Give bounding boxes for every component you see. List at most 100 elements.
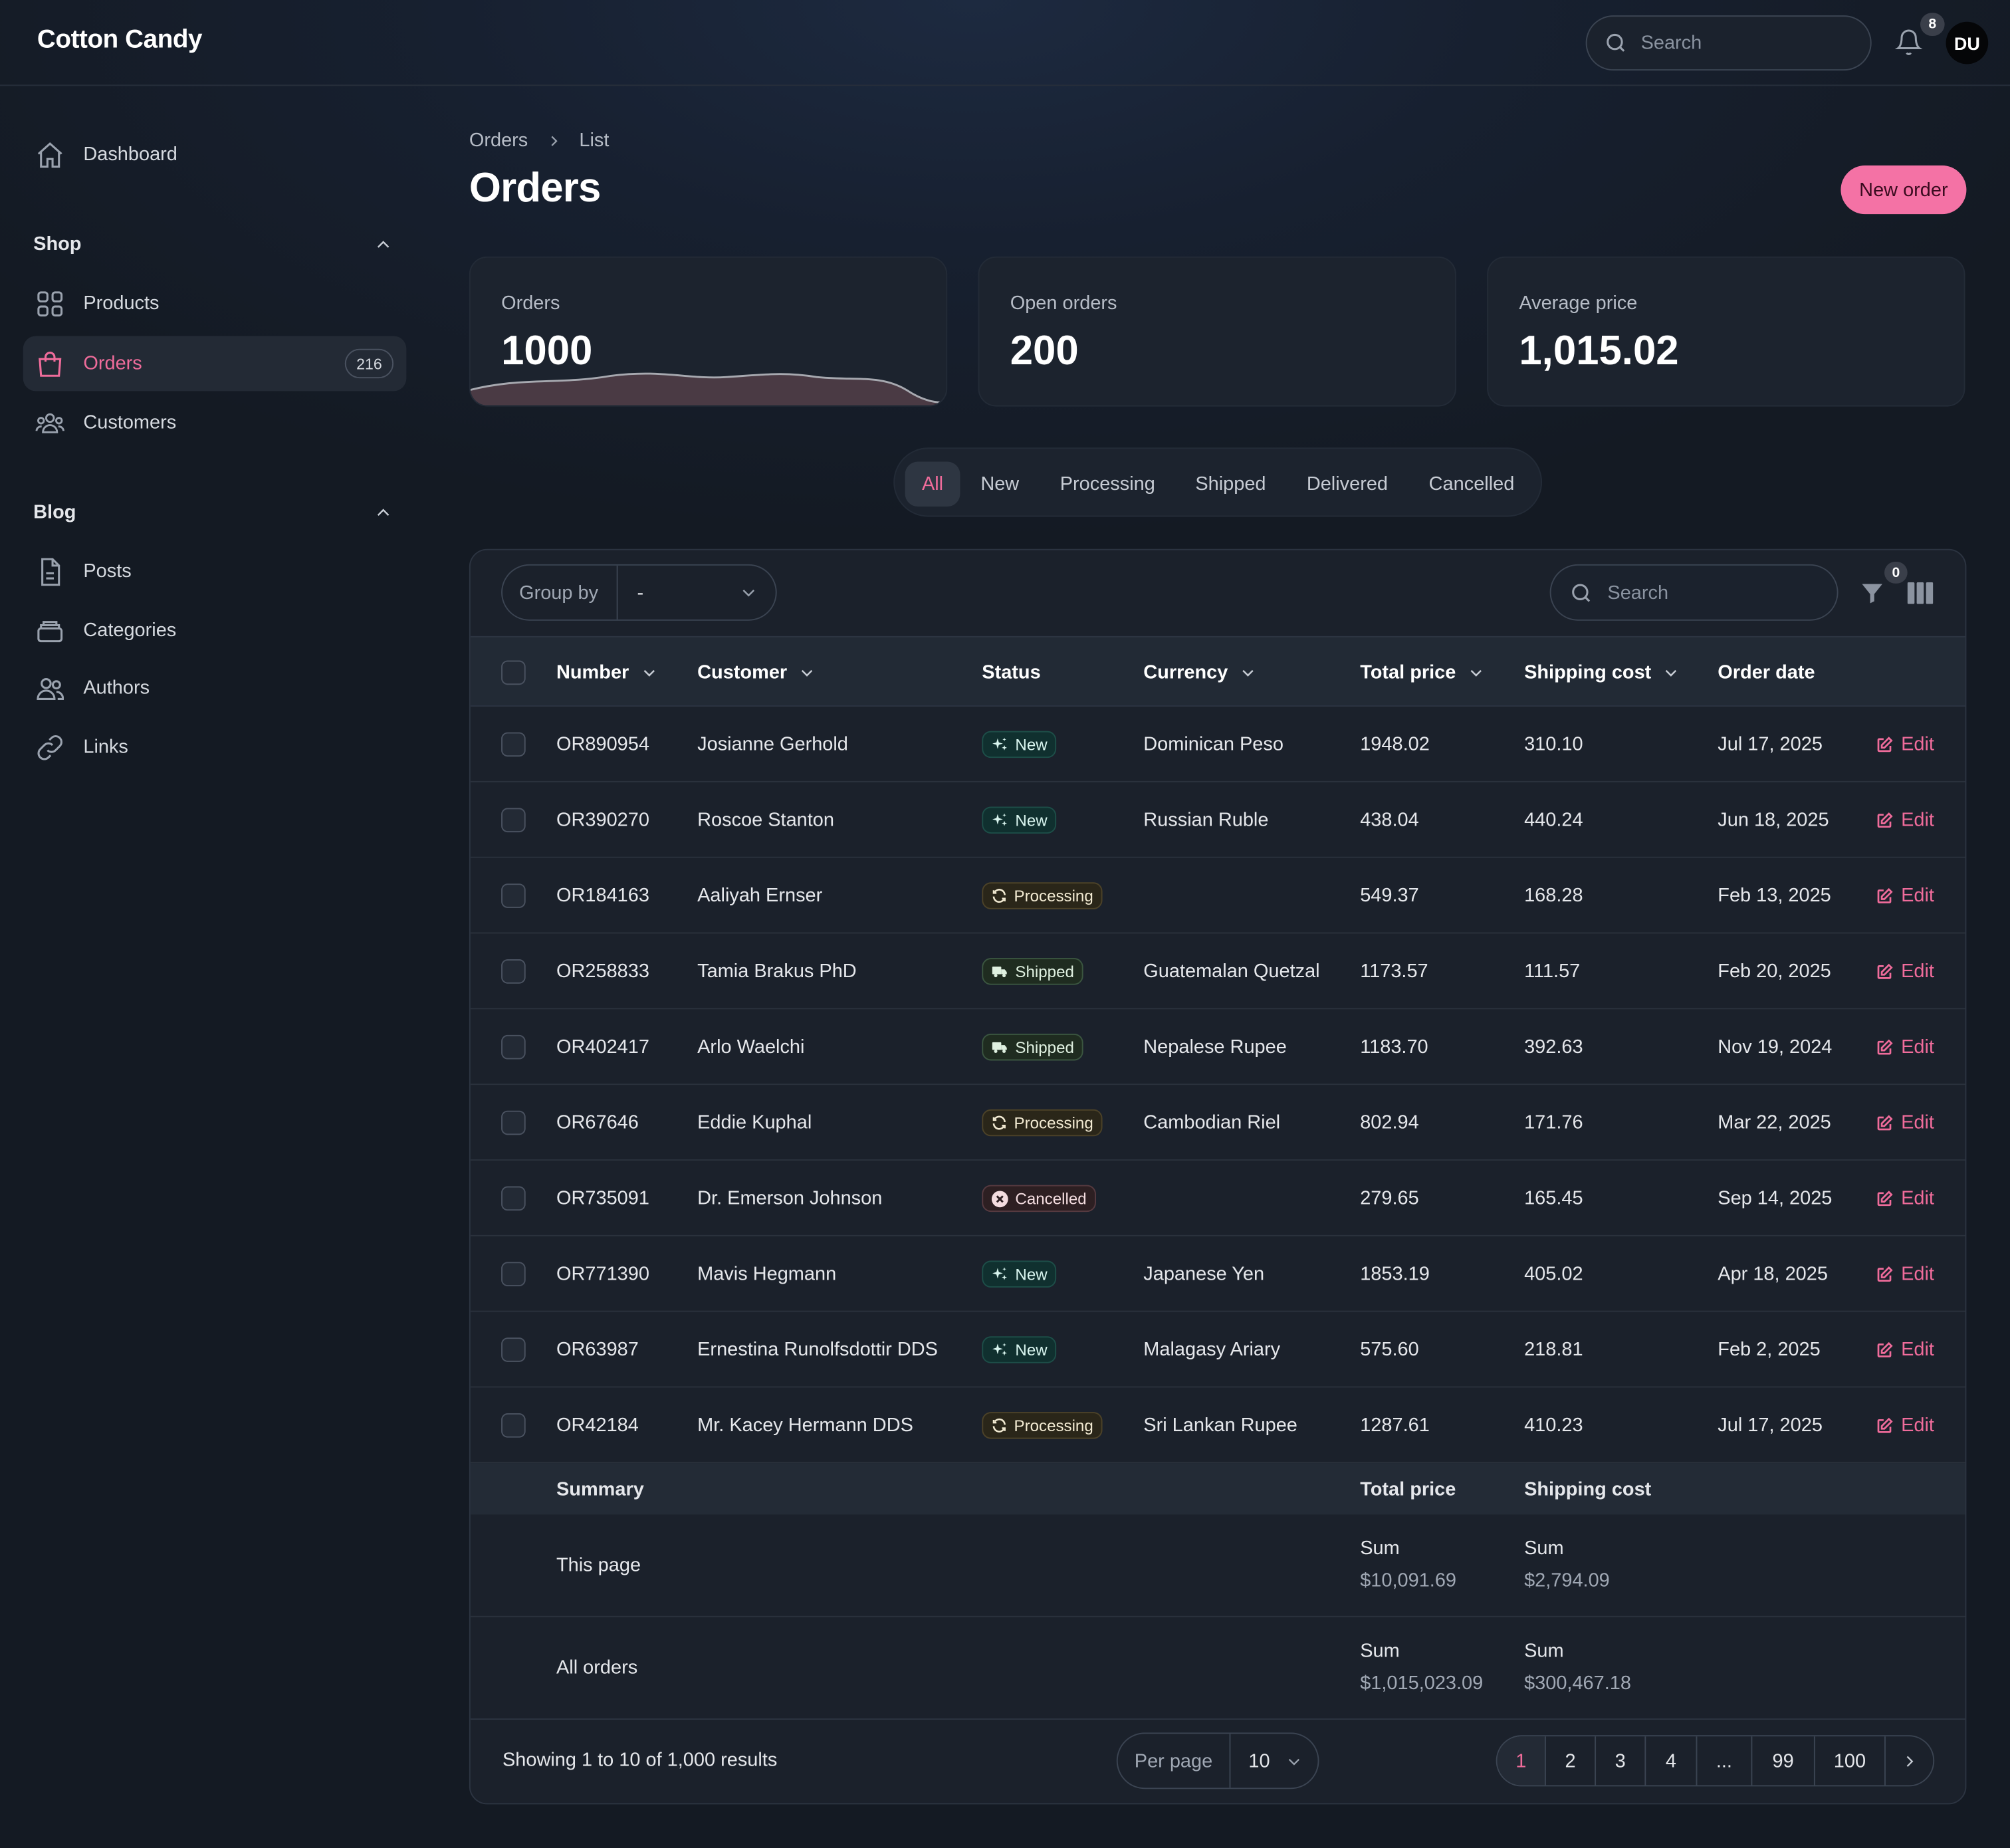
tab-all[interactable]: All	[905, 461, 960, 507]
sidebar-item-orders[interactable]: Orders 216	[23, 336, 407, 392]
edit-button[interactable]: Edit	[1875, 782, 1934, 858]
summary-title: Summary	[556, 1478, 644, 1500]
edit-label: Edit	[1901, 1339, 1934, 1361]
table-row[interactable]: OR890954 Josianne Gerhold New Dominican Pes…	[470, 707, 1965, 782]
filter-icon[interactable]	[1860, 581, 1884, 606]
row-checkbox[interactable]	[501, 1312, 526, 1388]
table-row[interactable]: OR402417 Arlo Waelchi Shipped Nepalese Rupe…	[470, 1009, 1965, 1086]
edit-icon	[1875, 1189, 1893, 1207]
breadcrumb-item-orders[interactable]: Orders	[469, 129, 528, 152]
column-shipping-cost[interactable]: Shipping cost	[1524, 637, 1680, 708]
tab-processing[interactable]: Processing	[1060, 473, 1155, 495]
table-row[interactable]: OR390270 Roscoe Stanton New Russian Ruble 43…	[470, 782, 1965, 858]
customer-name: Aaliyah Ernser	[697, 885, 823, 907]
table-row[interactable]: OR184163 Aaliyah Ernser Processing 549.37 16…	[470, 858, 1965, 934]
currency: Japanese Yen	[1143, 1263, 1265, 1286]
chevron-down-icon	[1285, 1752, 1302, 1769]
group-by-value-wrap[interactable]: -	[618, 582, 776, 604]
columns-icon[interactable]	[1907, 582, 1934, 604]
bell-icon[interactable]	[1894, 28, 1923, 56]
group-by-select[interactable]: Group by -	[501, 564, 777, 621]
edit-button[interactable]: Edit	[1875, 707, 1934, 782]
column-label: Shipping cost	[1524, 661, 1652, 684]
table-row[interactable]: OR258833 Tamia Brakus PhD Shipped Guatemala…	[470, 933, 1965, 1010]
truck-icon	[991, 963, 1009, 980]
tab-delivered[interactable]: Delivered	[1306, 473, 1389, 495]
row-checkbox[interactable]	[501, 707, 526, 782]
search-icon	[1569, 580, 1594, 605]
checkbox-box	[501, 1034, 526, 1060]
currency: Nepalese Rupee	[1143, 1036, 1287, 1058]
row-checkbox[interactable]	[501, 1236, 526, 1312]
table-row[interactable]: OR42184 Mr. Kacey Hermann DDS Processing Sr…	[470, 1387, 1965, 1464]
table-row[interactable]: OR771390 Mavis Hegmann New Japanese Yen 1853…	[470, 1236, 1965, 1312]
currency: Guatemalan Quetzal	[1143, 960, 1320, 982]
page-button[interactable]: 2	[1546, 1736, 1597, 1786]
table-row[interactable]: OR63987 Ernestina Runolfsdottir DDS New Mal…	[470, 1312, 1965, 1388]
page-button[interactable]: 3	[1596, 1736, 1646, 1786]
column-currency[interactable]: Currency	[1143, 637, 1256, 708]
edit-button[interactable]: Edit	[1875, 1236, 1934, 1312]
page-button[interactable]: 4	[1646, 1736, 1698, 1786]
sidebar-group-blog[interactable]: Blog	[33, 501, 392, 523]
row-checkbox[interactable]	[501, 933, 526, 1009]
per-page-select[interactable]: Per page 10	[1116, 1732, 1319, 1790]
sidebar-item-label: Categories	[83, 619, 177, 641]
global-search[interactable]: Search	[1585, 15, 1872, 71]
edit-button[interactable]: Edit	[1875, 1085, 1934, 1161]
sidebar-group-shop[interactable]: Shop	[33, 233, 392, 255]
search-icon	[1604, 31, 1628, 55]
column-number[interactable]: Number	[556, 637, 657, 708]
stat-label: Open orders	[1010, 292, 1117, 314]
edit-button[interactable]: Edit	[1875, 933, 1934, 1009]
sidebar-item-authors[interactable]: Authors	[23, 661, 407, 716]
row-checkbox[interactable]	[501, 1387, 526, 1463]
column-label: Order date	[1718, 661, 1815, 684]
summary-shipping-block: Sum $300,467.18	[1524, 1640, 1631, 1694]
row-checkbox[interactable]	[501, 1085, 526, 1161]
row-checkbox[interactable]	[501, 858, 526, 934]
table-row[interactable]: OR735091 Dr. Emerson Johnson Cancelled 279.…	[470, 1161, 1965, 1236]
user-avatar[interactable]: DU	[1946, 21, 1989, 64]
sidebar-item-posts[interactable]: Posts	[23, 544, 407, 599]
next-page-button[interactable]	[1886, 1736, 1933, 1785]
per-page-value-wrap[interactable]: 10	[1230, 1750, 1317, 1772]
table-search-input[interactable]: Search	[1549, 564, 1839, 621]
column-customer[interactable]: Customer	[697, 637, 815, 708]
order-number: OR42184	[556, 1414, 639, 1437]
shipping-cost: 310.10	[1524, 733, 1583, 756]
page-button[interactable]: 99	[1752, 1736, 1815, 1786]
edit-button[interactable]: Edit	[1875, 1312, 1934, 1388]
table-row[interactable]: OR67646 Eddie Kuphal Processing Cambodian R…	[470, 1085, 1965, 1161]
row-checkbox[interactable]	[501, 1161, 526, 1236]
edit-button[interactable]: Edit	[1875, 1009, 1934, 1085]
tab-shipped[interactable]: Shipped	[1195, 473, 1266, 495]
total-price: 1183.70	[1360, 1036, 1428, 1058]
sidebar-item-label: Authors	[83, 677, 150, 699]
order-number: OR735091	[556, 1187, 649, 1210]
edit-label: Edit	[1901, 1187, 1934, 1210]
sparkles-icon	[991, 735, 1009, 753]
row-checkbox[interactable]	[501, 1009, 526, 1085]
row-checkbox[interactable]	[501, 782, 526, 858]
sidebar-item-products[interactable]: Products	[23, 276, 407, 331]
sidebar-item-links[interactable]: Links	[23, 719, 407, 774]
top-bar: Cotton Candy Search 8 DU	[0, 0, 2010, 86]
new-order-button[interactable]: New order	[1841, 165, 1967, 215]
brand-logo[interactable]: Cotton Candy	[37, 25, 203, 55]
column-total-price[interactable]: Total price	[1360, 637, 1484, 708]
sidebar-item-customers[interactable]: Customers	[23, 395, 407, 450]
sidebar-item-categories[interactable]: Categories	[23, 603, 407, 658]
edit-button[interactable]: Edit	[1875, 1161, 1934, 1236]
page-button[interactable]: 1	[1497, 1736, 1546, 1786]
sum-value: $300,467.18	[1524, 1672, 1631, 1694]
tab-cancelled[interactable]: Cancelled	[1428, 473, 1515, 495]
select-all-checkbox[interactable]	[501, 637, 526, 708]
order-date: Jul 17, 2025	[1718, 733, 1823, 756]
tab-new[interactable]: New	[980, 473, 1020, 495]
page-button[interactable]: 100	[1815, 1736, 1886, 1786]
edit-button[interactable]: Edit	[1875, 1387, 1934, 1463]
breadcrumb-item-list[interactable]: List	[579, 129, 610, 152]
edit-button[interactable]: Edit	[1875, 858, 1934, 934]
sidebar-item-dashboard[interactable]: Dashboard	[23, 127, 407, 182]
